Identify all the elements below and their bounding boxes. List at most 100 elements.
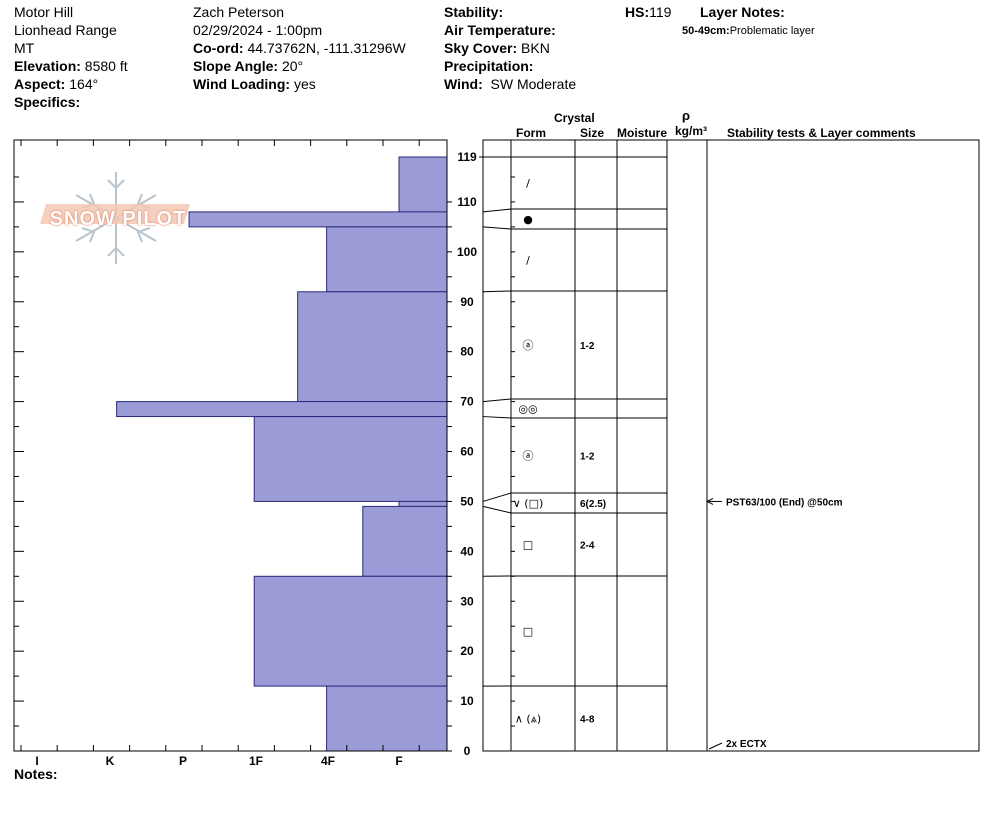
strat-form-0: / <box>526 177 530 190</box>
snowflake-icon <box>40 172 190 264</box>
strat-size-9: 4-8 <box>580 715 595 726</box>
strat-connector <box>482 208 512 213</box>
sky-label: Sky Cover: <box>444 40 518 56</box>
wind-loading-value: yes <box>293 76 316 92</box>
wind-loading: Wind Loading: yes <box>193 75 316 93</box>
hardness-label-1F: 1F <box>249 754 263 768</box>
aspect-label: Aspect: <box>14 76 66 92</box>
slope-label: Slope Angle: <box>193 58 279 74</box>
observer: Zach Peterson <box>193 4 285 20</box>
layer-notes-label: Layer Notes: <box>700 4 785 20</box>
strat-connector <box>482 416 512 419</box>
aspect: Aspect: 164° <box>14 75 98 93</box>
datetime: 02/29/2024 - 1:00pm <box>193 22 323 38</box>
col-crystal: Crystal <box>554 111 595 125</box>
col-rho: ρ <box>682 108 691 123</box>
strat-size-3: 1-2 <box>580 341 595 352</box>
depth-label-30: 30 <box>460 594 474 608</box>
strat-form-7: □ <box>523 539 533 552</box>
test-arrow-1 <box>708 742 723 750</box>
col-size: Size <box>580 126 605 140</box>
strat-connector <box>482 290 512 293</box>
elevation-label: Elevation: <box>14 58 81 74</box>
coord-label: Co-ord: <box>193 40 244 56</box>
depth-label-20: 20 <box>460 644 474 658</box>
strat-form-1: ● <box>523 213 533 226</box>
wind-label: Wind: <box>444 76 483 92</box>
layer-note: 50-49cm:Problematic layer <box>682 22 815 40</box>
test-label-0: PST63/100 (End) @50cm <box>726 497 843 508</box>
elevation: Elevation: 8580 ft <box>14 57 128 75</box>
coordinates: Co-ord: 44.73762N, -111.31296W <box>193 39 406 57</box>
hardness-bar-9 <box>326 685 448 752</box>
col-comments: Stability tests & Layer comments <box>727 126 916 140</box>
snowpilot-logo: SNOW PILOT <box>38 168 198 268</box>
depth-label-60: 60 <box>460 445 474 459</box>
strat-frame <box>482 139 980 752</box>
strat-form-6: ∨ (□) <box>513 497 544 510</box>
hardness-label-4F: 4F <box>321 754 335 768</box>
depth-label-119: 119 <box>457 150 477 164</box>
strat-form-3: ⓐ <box>523 339 534 352</box>
depth-label-100: 100 <box>457 245 477 259</box>
hardness-bar-7 <box>362 505 448 577</box>
sky-value: BKN <box>521 40 550 56</box>
layer-note-text: Problematic layer <box>729 25 815 37</box>
wind-value: SW Moderate <box>490 76 577 92</box>
wind-loading-label: Wind Loading: <box>193 76 291 92</box>
state: MT <box>14 40 35 56</box>
hardness-bar-1 <box>188 211 448 228</box>
coord-value: 44.73762N, -111.31296W <box>247 40 406 56</box>
hardness-label-I: I <box>35 754 38 768</box>
hardness-bar-6 <box>398 500 448 507</box>
hardness-label-P: P <box>179 754 187 768</box>
slope-angle: Slope Angle: 20° <box>193 57 303 75</box>
wind: Wind: SW Moderate <box>444 75 576 93</box>
strat-form-2: / <box>526 254 530 267</box>
depth-label-110: 110 <box>457 195 477 209</box>
elevation-value: 8580 ft <box>84 58 128 74</box>
air-temp-label: Air Temperature: <box>444 22 556 38</box>
hardness-bar-4 <box>116 401 448 418</box>
strat-form-9: ∧ (⩓) <box>515 713 541 726</box>
strat-form-4: ◎◎ <box>518 403 537 416</box>
depth-label-0: 0 <box>464 744 471 758</box>
hs-label: HS: <box>625 4 650 20</box>
depth-label-40: 40 <box>460 544 474 558</box>
strat-connector <box>482 226 512 230</box>
depth-label-70: 70 <box>460 395 474 409</box>
strat-size-5: 1-2 <box>580 452 595 463</box>
strat-size-6: 6(2.5) <box>580 499 606 510</box>
specifics-label: Specifics: <box>14 94 81 110</box>
strat-connector <box>482 398 512 403</box>
strat-size-7: 2-4 <box>580 541 595 552</box>
hs: HS:119 <box>625 3 671 21</box>
hs-value: 119 <box>649 4 672 20</box>
aspect-value: 164° <box>69 76 99 92</box>
hardness-label-K: K <box>106 754 115 768</box>
test-label-1: 2x ECTX <box>726 739 767 750</box>
strat-form-5: ⓐ <box>523 450 534 463</box>
hardness-bar-5 <box>253 416 448 502</box>
test-arrowhead-0 <box>705 497 714 505</box>
notes-label: Notes: <box>14 766 58 782</box>
hardness-bar-0 <box>398 156 448 213</box>
hardness-bar-3 <box>297 291 448 403</box>
range: Lionhead Range <box>14 22 117 38</box>
precip-label: Precipitation: <box>444 58 534 74</box>
location: Motor Hill <box>14 4 74 20</box>
hardness-bar-2 <box>326 226 448 293</box>
depth-label-50: 50 <box>460 494 474 508</box>
strat-connector <box>482 505 512 514</box>
slope-value: 20° <box>281 58 304 74</box>
logo-text: SNOW PILOT <box>49 208 187 230</box>
hardness-label-F: F <box>395 754 402 768</box>
depth-label-90: 90 <box>460 295 474 309</box>
depth-label-80: 80 <box>460 345 474 359</box>
layer-note-range: 50-49cm: <box>682 25 730 37</box>
hardness-bar-8 <box>253 575 448 687</box>
col-moisture: Moisture <box>617 126 668 140</box>
depth-label-10: 10 <box>460 694 474 708</box>
strat-form-8: □ <box>523 625 533 638</box>
